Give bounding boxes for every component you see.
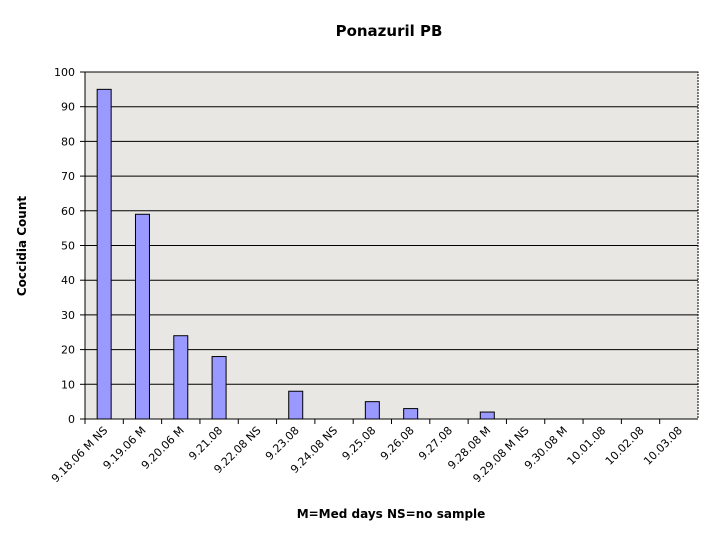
bar [173, 335, 189, 420]
bar [403, 408, 419, 420]
y-tick-label: 30 [61, 309, 75, 322]
y-tick-label: 80 [61, 135, 75, 148]
bar [479, 411, 495, 420]
x-tick-label: 9.26.08 [378, 424, 417, 463]
y-tick-label: 10 [61, 378, 75, 391]
x-tick-label: 9.18.06 M NS [49, 424, 110, 485]
x-tick-label: 10.03.08 [641, 424, 685, 468]
y-axis-title: Coccidia Count [15, 196, 29, 297]
chart-title: Ponazuril PB [336, 22, 443, 40]
y-tick-label: 100 [54, 66, 75, 79]
bar [134, 213, 150, 420]
x-tick-label: 10.02.08 [603, 424, 647, 468]
y-tick-label: 0 [68, 413, 75, 426]
x-tick-label: 9.27.08 [416, 424, 455, 463]
x-tick-label: 10.01.08 [565, 424, 609, 468]
x-tick-label: 9.23.08 [263, 424, 302, 463]
y-tick-label: 20 [61, 344, 75, 357]
x-tick-label: 9.25.08 [340, 424, 379, 463]
y-tick-label: 70 [61, 170, 75, 183]
y-tick-label: 40 [61, 274, 75, 287]
bar [364, 401, 380, 420]
y-tick-label: 60 [61, 205, 75, 218]
bar [211, 356, 227, 420]
x-axis-title: M=Med days NS=no sample [297, 507, 486, 521]
y-tick-label: 50 [61, 240, 75, 253]
x-tick-label: 9.21.08 [186, 424, 225, 463]
bar [96, 88, 112, 420]
bar [288, 390, 304, 420]
y-tick-label: 90 [61, 101, 75, 114]
